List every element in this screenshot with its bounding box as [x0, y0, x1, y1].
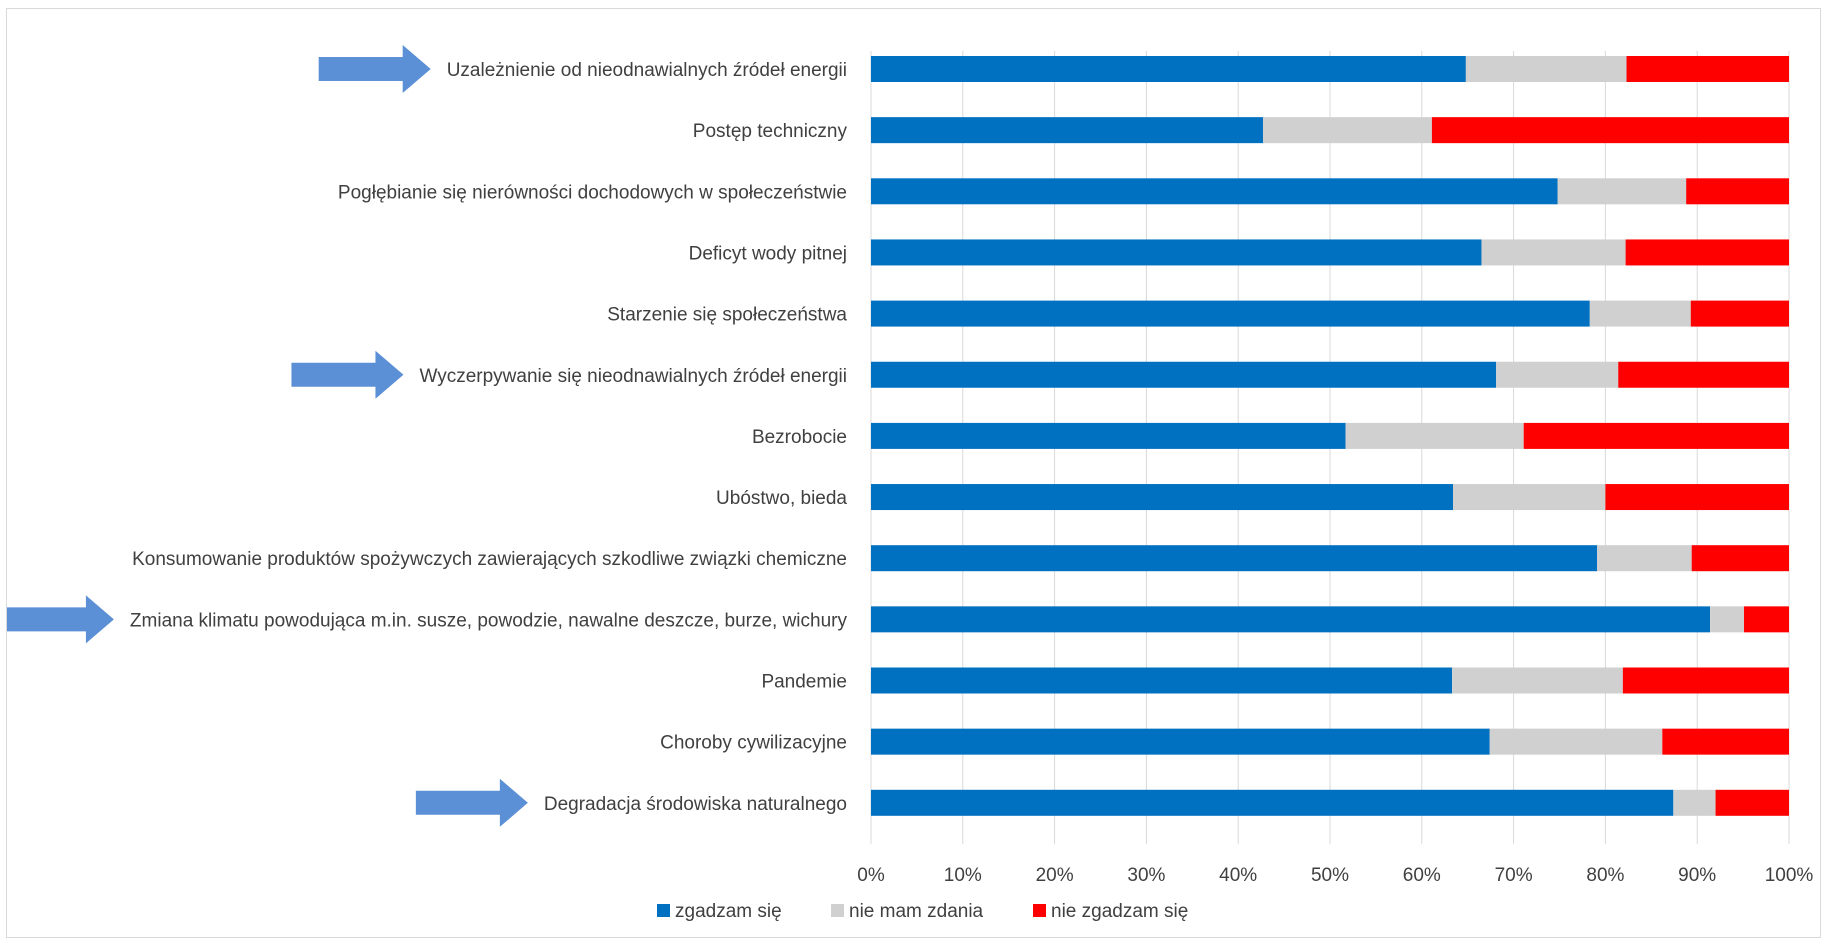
bar-nie-zgadzam-się-1 — [1431, 117, 1789, 144]
bar-zgadzam-się-2 — [871, 178, 1558, 205]
bar-nie-mam-zdania-1 — [1262, 117, 1432, 144]
highlight-arrow-icon — [415, 778, 528, 827]
bar-nie-zgadzam-się-6 — [1523, 422, 1789, 449]
bar-nie-mam-zdania-10 — [1452, 667, 1623, 694]
bar-zgadzam-się-8 — [871, 545, 1598, 572]
bar-nie-zgadzam-się-0 — [1626, 56, 1789, 82]
category-label: Wyczerpywanie się nieodnawialnych źródeł… — [419, 366, 847, 387]
bar-zgadzam-się-3 — [871, 239, 1482, 266]
bar-zgadzam-się-5 — [871, 361, 1497, 388]
legend-label: zgadzam się — [675, 901, 782, 922]
bar-nie-mam-zdania-7 — [1453, 484, 1606, 511]
stacked-bar-chart: Uzależnienie od nieodnawialnych źródeł e… — [1, 45, 1813, 922]
x-tick-label: 60% — [1403, 865, 1441, 886]
x-tick-label: 100% — [1765, 865, 1814, 886]
x-tick-label: 10% — [944, 865, 982, 886]
bar-nie-mam-zdania-3 — [1481, 239, 1626, 266]
category-label: Konsumowanie produktów spożywczych zawie… — [132, 549, 847, 570]
bar-zgadzam-się-4 — [871, 300, 1590, 327]
legend-swatch-nie-zgadzam-się — [1033, 904, 1046, 917]
bar-nie-mam-zdania-4 — [1589, 300, 1691, 327]
highlight-arrow-icon — [318, 45, 431, 93]
category-label: Starzenie się społeczeństwa — [607, 305, 847, 326]
category-label: Ubóstwo, bieda — [716, 488, 847, 509]
bar-nie-zgadzam-się-2 — [1686, 178, 1789, 205]
bar-nie-mam-zdania-6 — [1345, 422, 1524, 449]
bar-nie-zgadzam-się-12 — [1715, 789, 1789, 816]
x-tick-label: 50% — [1311, 865, 1349, 886]
x-tick-label: 80% — [1586, 865, 1624, 886]
bar-zgadzam-się-10 — [871, 667, 1453, 694]
category-label: Choroby cywilizacyjne — [660, 733, 847, 754]
category-labels: Uzależnienie od nieodnawialnych źródeł e… — [130, 60, 848, 815]
category-label: Pandemie — [761, 672, 847, 693]
legend-label: nie mam zdania — [849, 901, 984, 922]
bar-nie-mam-zdania-5 — [1496, 361, 1619, 388]
bar-nie-mam-zdania-9 — [1710, 606, 1745, 633]
x-axis-ticks: 0% 10% 20% 30% 40% 50% 60% 70% 80% 90% 100% — [857, 865, 1813, 886]
bar-zgadzam-się-9 — [871, 606, 1711, 633]
category-label: Pogłębianie się nierówności dochodowych … — [338, 182, 847, 203]
bar-nie-zgadzam-się-3 — [1625, 239, 1789, 266]
bar-nie-zgadzam-się-7 — [1605, 484, 1789, 511]
bar-zgadzam-się-6 — [871, 422, 1346, 449]
chart-frame: Uzależnienie od nieodnawialnych źródeł e… — [1, 8, 1821, 938]
x-tick-label: 70% — [1495, 865, 1533, 886]
x-tick-label: 40% — [1219, 865, 1257, 886]
x-tick-label: 20% — [1036, 865, 1074, 886]
bar-nie-mam-zdania-2 — [1557, 178, 1687, 205]
bar-zgadzam-się-0 — [871, 56, 1466, 82]
bar-nie-zgadzam-się-9 — [1744, 606, 1789, 633]
x-tick-label: 30% — [1127, 865, 1165, 886]
category-label: Degradacja środowiska naturalnego — [544, 794, 847, 815]
bar-nie-zgadzam-się-11 — [1662, 728, 1789, 755]
bars — [871, 56, 1789, 816]
legend-swatch-zgadzam-się — [657, 904, 670, 917]
highlight-arrow-icon — [1, 595, 114, 644]
bar-zgadzam-się-11 — [871, 728, 1490, 755]
legend-label: nie zgadzam się — [1051, 901, 1188, 922]
bar-nie-zgadzam-się-8 — [1691, 545, 1789, 572]
category-label: Bezrobocie — [752, 427, 847, 448]
bar-nie-mam-zdania-12 — [1673, 789, 1716, 816]
bar-nie-zgadzam-się-10 — [1622, 667, 1789, 694]
highlight-arrows — [1, 45, 528, 827]
category-label: Deficyt wody pitnej — [689, 243, 847, 264]
bar-nie-mam-zdania-0 — [1465, 56, 1627, 82]
highlight-arrow-icon — [291, 350, 404, 399]
x-tick-label: 0% — [857, 865, 885, 886]
bar-zgadzam-się-12 — [871, 789, 1674, 816]
bar-zgadzam-się-7 — [871, 484, 1454, 511]
bar-zgadzam-się-1 — [871, 117, 1263, 144]
x-tick-label: 90% — [1678, 865, 1716, 886]
category-label: Uzależnienie od nieodnawialnych źródeł e… — [447, 60, 847, 81]
bar-nie-zgadzam-się-5 — [1618, 361, 1789, 388]
bar-nie-mam-zdania-11 — [1489, 728, 1663, 755]
bar-nie-zgadzam-się-4 — [1690, 300, 1789, 327]
legend-swatch-nie-mam-zdania — [831, 904, 844, 917]
bar-nie-mam-zdania-8 — [1597, 545, 1692, 572]
category-label: Zmiana klimatu powodująca m.in. susze, p… — [130, 610, 848, 631]
category-label: Postęp techniczny — [693, 121, 848, 142]
legend: zgadzam się nie mam zdania nie zgadzam się — [657, 901, 1188, 922]
